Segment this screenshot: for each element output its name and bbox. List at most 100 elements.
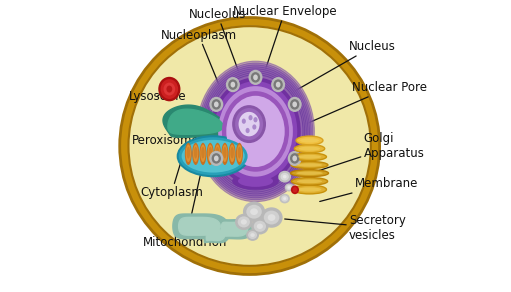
Ellipse shape bbox=[290, 153, 299, 164]
Text: Cytoplasm: Cytoplasm bbox=[140, 152, 203, 199]
Ellipse shape bbox=[253, 117, 258, 122]
Ellipse shape bbox=[242, 119, 246, 124]
Ellipse shape bbox=[164, 83, 175, 95]
Text: Mitochondrion: Mitochondrion bbox=[143, 164, 227, 249]
Ellipse shape bbox=[290, 99, 299, 110]
Ellipse shape bbox=[293, 187, 297, 192]
Ellipse shape bbox=[235, 214, 252, 230]
Ellipse shape bbox=[292, 156, 297, 161]
Ellipse shape bbox=[250, 208, 258, 215]
Ellipse shape bbox=[238, 147, 241, 159]
Ellipse shape bbox=[298, 155, 321, 159]
Ellipse shape bbox=[248, 115, 252, 120]
Ellipse shape bbox=[212, 153, 221, 164]
Ellipse shape bbox=[264, 211, 280, 225]
Ellipse shape bbox=[214, 143, 221, 165]
Ellipse shape bbox=[181, 140, 245, 173]
Ellipse shape bbox=[300, 138, 319, 143]
Ellipse shape bbox=[210, 77, 301, 185]
Ellipse shape bbox=[226, 77, 240, 92]
Ellipse shape bbox=[243, 201, 265, 222]
Ellipse shape bbox=[296, 171, 323, 175]
Ellipse shape bbox=[294, 145, 324, 153]
Ellipse shape bbox=[299, 147, 320, 151]
Ellipse shape bbox=[237, 145, 242, 162]
Ellipse shape bbox=[276, 82, 281, 88]
Ellipse shape bbox=[253, 74, 258, 80]
Ellipse shape bbox=[185, 145, 191, 162]
Ellipse shape bbox=[228, 79, 238, 90]
Ellipse shape bbox=[207, 145, 213, 162]
Ellipse shape bbox=[246, 229, 259, 241]
Ellipse shape bbox=[187, 147, 190, 159]
Ellipse shape bbox=[128, 26, 371, 266]
Ellipse shape bbox=[271, 77, 285, 92]
Ellipse shape bbox=[230, 147, 234, 159]
Ellipse shape bbox=[200, 65, 311, 198]
Ellipse shape bbox=[285, 183, 293, 192]
Text: Nucleolus: Nucleolus bbox=[189, 8, 247, 93]
Ellipse shape bbox=[297, 179, 322, 183]
Ellipse shape bbox=[268, 214, 275, 221]
Ellipse shape bbox=[239, 112, 260, 136]
Ellipse shape bbox=[206, 73, 305, 190]
Text: Lysosome: Lysosome bbox=[128, 88, 186, 103]
Text: Nucleoplasm: Nucleoplasm bbox=[160, 29, 237, 117]
Polygon shape bbox=[206, 230, 225, 241]
Ellipse shape bbox=[288, 151, 301, 166]
Ellipse shape bbox=[288, 97, 301, 112]
Polygon shape bbox=[204, 227, 229, 243]
Ellipse shape bbox=[179, 137, 248, 175]
Text: Nuclear Envelope: Nuclear Envelope bbox=[233, 5, 337, 82]
Polygon shape bbox=[221, 222, 248, 236]
Ellipse shape bbox=[208, 147, 212, 159]
Text: Membrane: Membrane bbox=[320, 178, 418, 201]
Ellipse shape bbox=[214, 81, 297, 182]
Ellipse shape bbox=[291, 185, 299, 194]
Ellipse shape bbox=[230, 82, 235, 88]
Ellipse shape bbox=[254, 221, 266, 232]
Ellipse shape bbox=[281, 195, 288, 202]
Ellipse shape bbox=[222, 145, 227, 162]
Ellipse shape bbox=[261, 207, 283, 228]
Ellipse shape bbox=[185, 143, 192, 165]
Ellipse shape bbox=[232, 105, 266, 143]
Text: Nucleus: Nucleus bbox=[291, 40, 396, 93]
Ellipse shape bbox=[216, 147, 219, 159]
Ellipse shape bbox=[221, 143, 228, 165]
Text: Secretory
vesicles: Secretory vesicles bbox=[285, 214, 406, 242]
Ellipse shape bbox=[291, 161, 328, 168]
Ellipse shape bbox=[167, 86, 172, 93]
Ellipse shape bbox=[201, 67, 310, 196]
Ellipse shape bbox=[257, 224, 263, 229]
Ellipse shape bbox=[296, 136, 323, 145]
Ellipse shape bbox=[193, 145, 198, 162]
Ellipse shape bbox=[251, 218, 269, 234]
Ellipse shape bbox=[212, 99, 221, 110]
Ellipse shape bbox=[214, 156, 219, 161]
Ellipse shape bbox=[246, 128, 250, 133]
Ellipse shape bbox=[236, 143, 243, 165]
Ellipse shape bbox=[251, 72, 260, 83]
Ellipse shape bbox=[207, 143, 214, 165]
Ellipse shape bbox=[228, 143, 236, 165]
Polygon shape bbox=[179, 217, 220, 235]
Ellipse shape bbox=[192, 143, 199, 165]
Ellipse shape bbox=[297, 163, 322, 167]
Ellipse shape bbox=[298, 187, 321, 192]
Ellipse shape bbox=[281, 173, 289, 180]
Ellipse shape bbox=[214, 102, 219, 107]
Ellipse shape bbox=[278, 171, 291, 182]
Ellipse shape bbox=[273, 79, 283, 90]
Ellipse shape bbox=[250, 233, 255, 237]
Ellipse shape bbox=[120, 18, 380, 274]
Ellipse shape bbox=[248, 231, 257, 239]
Ellipse shape bbox=[288, 186, 290, 189]
Ellipse shape bbox=[232, 172, 279, 190]
Text: Nuclear Pore: Nuclear Pore bbox=[302, 81, 427, 126]
Ellipse shape bbox=[283, 175, 287, 178]
Ellipse shape bbox=[246, 205, 262, 219]
Polygon shape bbox=[218, 220, 253, 239]
Ellipse shape bbox=[201, 147, 205, 159]
Ellipse shape bbox=[229, 145, 235, 162]
